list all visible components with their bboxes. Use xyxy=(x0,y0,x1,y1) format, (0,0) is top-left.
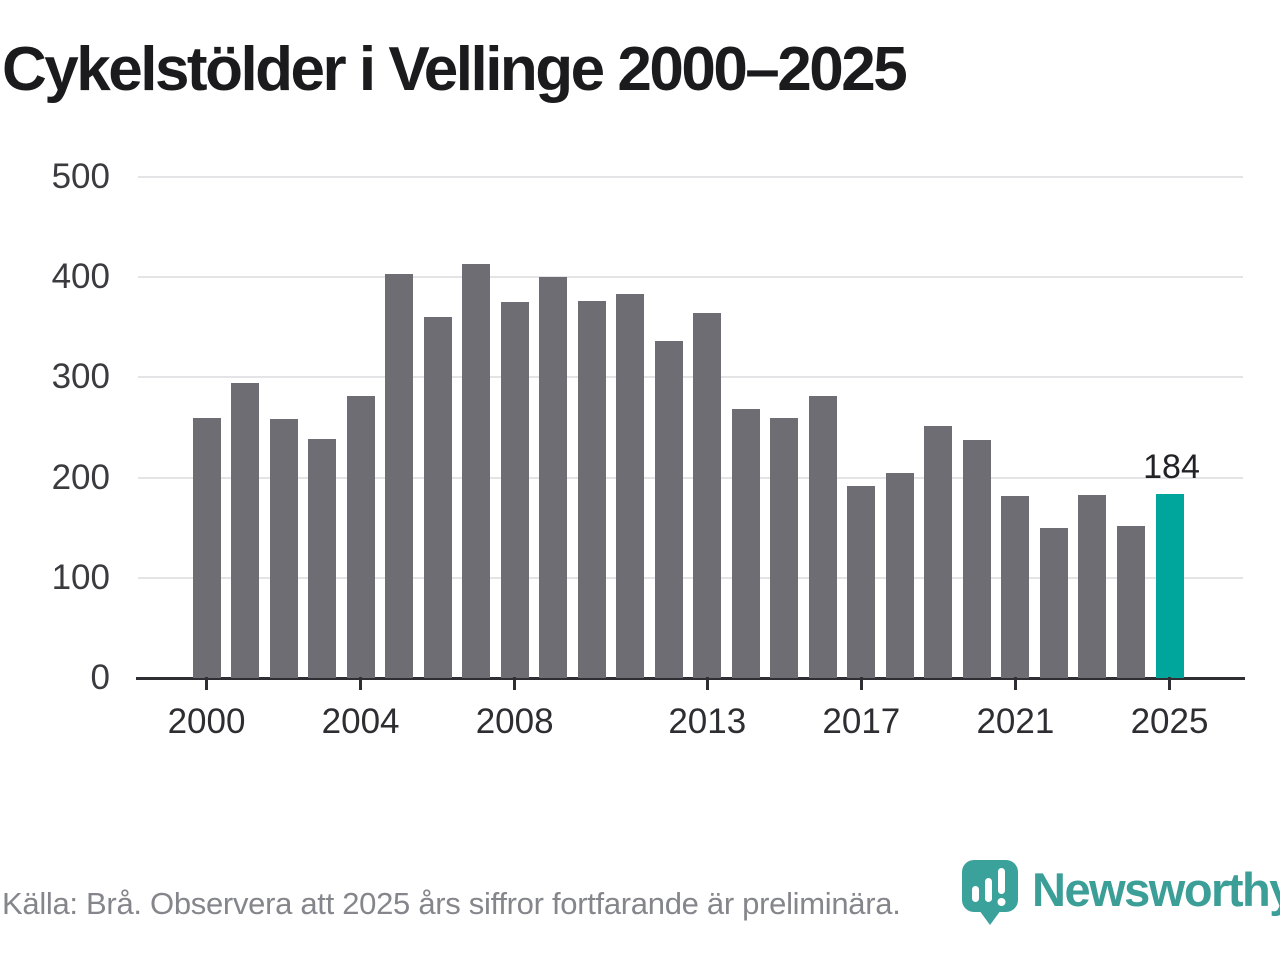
newsworthy-logo: Newsworthy xyxy=(962,860,1280,928)
bar-2022 xyxy=(1039,527,1068,678)
bar-2011 xyxy=(616,294,645,678)
highlight-value-label: 184 xyxy=(1143,447,1200,486)
bar-2000 xyxy=(192,418,221,678)
y-axis-label-0: 0 xyxy=(90,658,110,697)
y-axis-label-200: 200 xyxy=(51,457,110,497)
bar-2013 xyxy=(693,313,722,678)
y-axis-label-100: 100 xyxy=(51,557,110,597)
y-axis-label-300: 300 xyxy=(51,357,110,397)
x-tick-2013 xyxy=(705,677,709,690)
x-axis-label-2013: 2013 xyxy=(668,702,747,741)
bar-2010 xyxy=(577,301,606,678)
x-axis-label-2004: 2004 xyxy=(321,702,400,741)
x-tick-2000 xyxy=(205,677,208,690)
bar-2017 xyxy=(847,485,876,678)
x-axis-label-2008: 2008 xyxy=(475,702,554,741)
gridline-300 xyxy=(138,376,1243,379)
bar-2009 xyxy=(539,277,568,678)
x-tick-2021 xyxy=(1013,677,1017,690)
x-tick-2017 xyxy=(859,677,863,690)
x-axis-label-2025: 2025 xyxy=(1130,702,1209,741)
y-axis-label-500: 500 xyxy=(51,157,110,196)
x-axis-line xyxy=(136,677,1245,680)
gridline-500 xyxy=(138,176,1243,178)
bar-2001 xyxy=(231,383,260,678)
bar-2025 xyxy=(1155,493,1184,678)
bar-2015 xyxy=(770,418,799,678)
gridline-100 xyxy=(138,576,1243,579)
chart-title: Cykelstölder i Vellinge 2000–2025 xyxy=(2,35,908,104)
bar-2019 xyxy=(924,426,953,678)
source-note: Källa: Brå. Observera att 2025 års siffr… xyxy=(2,886,901,921)
bar-2020 xyxy=(962,439,991,678)
bar-2024 xyxy=(1116,525,1145,678)
bar-2012 xyxy=(654,341,683,678)
gridline-200 xyxy=(138,476,1243,479)
bar-2014 xyxy=(731,409,760,678)
newsworthy-wordmark: Newsworthy xyxy=(1032,863,1280,916)
bar-2007 xyxy=(462,264,491,678)
gridline-400 xyxy=(138,276,1243,279)
x-tick-2025 xyxy=(1168,677,1171,690)
bar-2018 xyxy=(885,472,914,678)
bar-2008 xyxy=(500,302,529,678)
bar-2006 xyxy=(423,317,452,678)
bar-2005 xyxy=(385,274,414,678)
x-tick-2008 xyxy=(513,677,517,690)
x-tick-2004 xyxy=(359,677,363,690)
bar-2002 xyxy=(269,419,298,678)
bar-2004 xyxy=(346,396,375,678)
y-axis-label-400: 400 xyxy=(51,257,110,297)
x-axis-label-2017: 2017 xyxy=(822,702,901,741)
bar-2023 xyxy=(1078,494,1107,678)
bar-2003 xyxy=(308,438,337,678)
x-axis-label-2000: 2000 xyxy=(167,702,246,741)
bar-2021 xyxy=(1001,495,1030,678)
newsworthy-pin-icon xyxy=(962,860,1018,925)
bar-2016 xyxy=(808,396,837,678)
x-axis-label-2021: 2021 xyxy=(976,702,1055,741)
